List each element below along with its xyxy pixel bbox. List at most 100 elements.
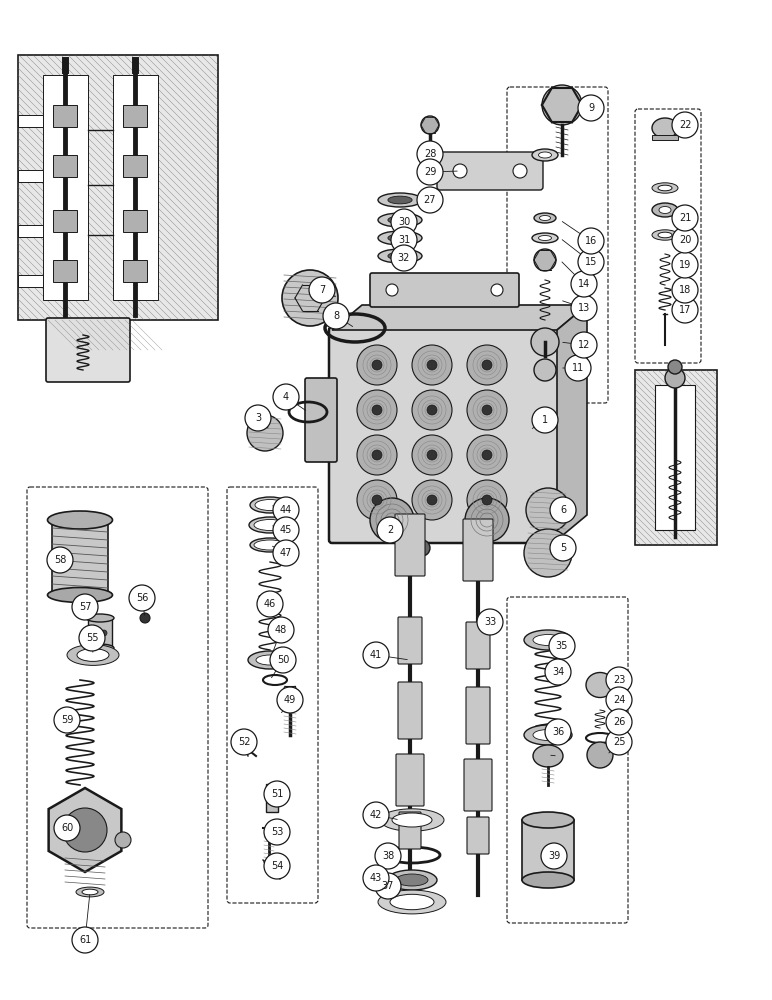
- Text: 43: 43: [370, 873, 382, 883]
- Circle shape: [357, 435, 397, 475]
- FancyBboxPatch shape: [396, 754, 424, 806]
- Ellipse shape: [48, 511, 113, 529]
- Text: 48: 48: [275, 625, 287, 635]
- Bar: [266, 784, 278, 812]
- Circle shape: [277, 687, 303, 713]
- Ellipse shape: [378, 249, 422, 263]
- Circle shape: [578, 228, 604, 254]
- Ellipse shape: [532, 233, 558, 243]
- Circle shape: [72, 927, 98, 953]
- Text: 23: 23: [613, 675, 625, 685]
- Circle shape: [672, 205, 698, 231]
- Circle shape: [357, 345, 397, 385]
- Bar: [53, 210, 77, 232]
- Bar: [123, 105, 147, 127]
- Ellipse shape: [77, 649, 109, 661]
- Text: 28: 28: [424, 149, 436, 159]
- FancyBboxPatch shape: [305, 378, 337, 462]
- Circle shape: [372, 405, 382, 415]
- Bar: [43, 75, 88, 300]
- Ellipse shape: [524, 725, 572, 745]
- Circle shape: [264, 853, 290, 879]
- Ellipse shape: [250, 538, 290, 552]
- Text: 54: 54: [271, 861, 283, 871]
- Ellipse shape: [390, 894, 434, 910]
- Circle shape: [417, 159, 443, 185]
- Text: 34: 34: [552, 667, 564, 677]
- Circle shape: [606, 667, 632, 693]
- Circle shape: [672, 277, 698, 303]
- Text: 11: 11: [572, 363, 584, 373]
- Circle shape: [550, 535, 576, 561]
- Text: 5: 5: [560, 543, 566, 553]
- Circle shape: [309, 277, 335, 303]
- Circle shape: [672, 297, 698, 323]
- Text: 31: 31: [398, 235, 410, 245]
- FancyBboxPatch shape: [398, 682, 422, 739]
- Bar: [522, 820, 574, 880]
- Text: 52: 52: [238, 737, 250, 747]
- Circle shape: [427, 360, 437, 370]
- FancyBboxPatch shape: [466, 687, 490, 744]
- Text: 42: 42: [370, 810, 382, 820]
- Ellipse shape: [255, 499, 285, 510]
- Text: 3: 3: [255, 413, 261, 423]
- Ellipse shape: [388, 252, 412, 260]
- Circle shape: [273, 497, 299, 523]
- Text: 59: 59: [61, 715, 73, 725]
- Text: 27: 27: [424, 195, 436, 205]
- Circle shape: [357, 480, 397, 520]
- Bar: [53, 155, 77, 177]
- Polygon shape: [557, 305, 587, 540]
- Ellipse shape: [539, 152, 551, 158]
- Circle shape: [54, 707, 80, 733]
- FancyBboxPatch shape: [370, 273, 519, 307]
- Text: 21: 21: [679, 213, 691, 223]
- Text: 30: 30: [398, 217, 410, 227]
- Bar: [18, 225, 43, 237]
- Ellipse shape: [652, 203, 678, 217]
- Bar: [88, 618, 112, 648]
- Ellipse shape: [387, 870, 437, 890]
- Ellipse shape: [380, 809, 444, 831]
- Circle shape: [541, 843, 567, 869]
- Ellipse shape: [658, 232, 672, 238]
- Circle shape: [282, 270, 338, 326]
- Ellipse shape: [67, 645, 119, 665]
- Ellipse shape: [86, 644, 114, 652]
- Circle shape: [370, 498, 414, 542]
- Circle shape: [606, 709, 632, 735]
- Ellipse shape: [86, 614, 114, 622]
- Text: 37: 37: [382, 881, 394, 891]
- Polygon shape: [332, 305, 587, 330]
- Circle shape: [453, 164, 467, 178]
- Text: 39: 39: [548, 851, 560, 861]
- Circle shape: [427, 495, 437, 505]
- Circle shape: [467, 480, 507, 520]
- Circle shape: [412, 480, 452, 520]
- Circle shape: [467, 390, 507, 430]
- Bar: [652, 135, 678, 140]
- Circle shape: [532, 407, 558, 433]
- Circle shape: [417, 141, 443, 167]
- Circle shape: [412, 345, 452, 385]
- Bar: [113, 75, 158, 300]
- Circle shape: [273, 517, 299, 543]
- Text: 19: 19: [679, 260, 691, 270]
- Text: 49: 49: [284, 695, 296, 705]
- Circle shape: [550, 497, 576, 523]
- Circle shape: [270, 647, 296, 673]
- Circle shape: [534, 249, 556, 271]
- Text: 1: 1: [542, 415, 548, 425]
- Circle shape: [391, 227, 417, 253]
- Circle shape: [140, 613, 150, 623]
- Ellipse shape: [658, 185, 672, 191]
- Circle shape: [668, 360, 682, 374]
- Text: 13: 13: [578, 303, 590, 313]
- Text: 36: 36: [552, 727, 564, 737]
- Circle shape: [665, 368, 685, 388]
- Text: 44: 44: [280, 505, 292, 515]
- Text: 29: 29: [424, 167, 436, 177]
- Circle shape: [257, 591, 283, 617]
- FancyBboxPatch shape: [46, 318, 130, 382]
